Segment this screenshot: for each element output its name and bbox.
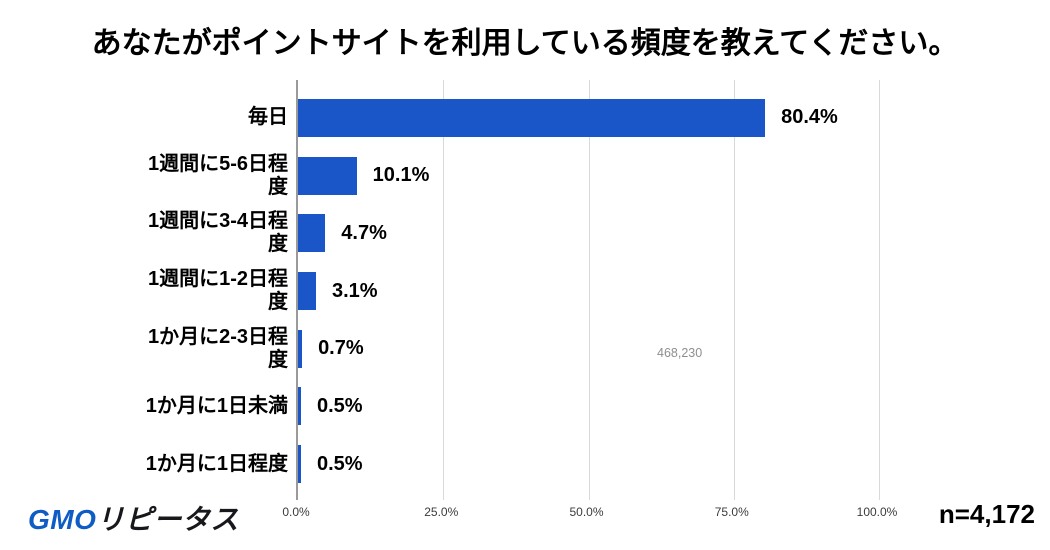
- gridline: [588, 80, 590, 500]
- category-label: 1週間に3-4日程 度: [147, 210, 288, 256]
- bar: [298, 272, 316, 311]
- x-axis-tick-label: 75.0%: [714, 505, 749, 519]
- category-label: 1か月に1日程度: [145, 452, 288, 475]
- x-axis-tick-label: 25.0%: [424, 505, 459, 519]
- x-axis-tick-label: 0.0%: [282, 505, 310, 519]
- value-label: 0.5%: [317, 452, 363, 475]
- category-label: 1週間に1-2日程 度: [147, 268, 288, 314]
- logo-gmo-text: GMO: [28, 504, 97, 535]
- plot-area: 毎日 80.4% 1週間に5-6日程 度 10.1% 1週間に3-4日程 度 4.7% 1週…: [146, 80, 880, 500]
- bar-row: 毎日 80.4%: [248, 89, 879, 147]
- bar-row: 1か月に2-3日程 度 0.7%: [148, 320, 879, 378]
- logo-service-text: リピータス: [96, 504, 239, 535]
- category-label: 1か月に1日未満: [145, 394, 288, 417]
- bar: [298, 98, 766, 137]
- value-label: 0.5%: [317, 394, 363, 417]
- x-axis-tick-label: 100.0%: [856, 505, 898, 519]
- gridline: [733, 80, 735, 500]
- gridline: [443, 80, 445, 500]
- bar: [298, 156, 357, 195]
- x-axis-tick-label: 50.0%: [569, 505, 604, 519]
- value-label: 4.7%: [341, 221, 387, 244]
- value-label: 80.4%: [781, 106, 838, 129]
- bar: [298, 214, 326, 253]
- bar-rows: 毎日 80.4% 1週間に5-6日程 度 10.1% 1週間に3-4日程 度 4.7% 1週…: [146, 89, 879, 493]
- watermark-number: 468,230: [657, 346, 703, 360]
- bar: [298, 445, 301, 484]
- chart-title: あなたがポイントサイトを利用している頻度を教えてください。: [91, 27, 959, 60]
- value-label: 10.1%: [372, 164, 430, 187]
- category-label: 1週間に5-6日程 度: [147, 152, 288, 198]
- gmo-repeatas-logo: GMOリピータス: [28, 498, 239, 538]
- bar-row: 1週間に1-2日程 度 3.1%: [148, 262, 879, 320]
- bar: [298, 387, 301, 426]
- bar-row: 1週間に5-6日程 度 10.1%: [148, 147, 879, 205]
- category-label: 1か月に2-3日程 度: [147, 325, 288, 371]
- bar: [298, 329, 303, 368]
- bar-row: 1週間に3-4日程 度 4.7%: [148, 204, 879, 262]
- sample-size-label: n=4,172: [938, 499, 1035, 529]
- x-axis: 0.0% 25.0% 50.0% 75.0% 100.0%: [282, 505, 897, 523]
- bar-row: 1か月に1日未満 0.5%: [146, 378, 879, 436]
- value-label: 0.7%: [318, 337, 364, 360]
- value-label: 3.1%: [332, 279, 378, 302]
- gridline: [879, 80, 880, 500]
- bar-row: 1か月に1日程度 0.5%: [146, 435, 879, 493]
- category-label: 毎日: [248, 106, 288, 129]
